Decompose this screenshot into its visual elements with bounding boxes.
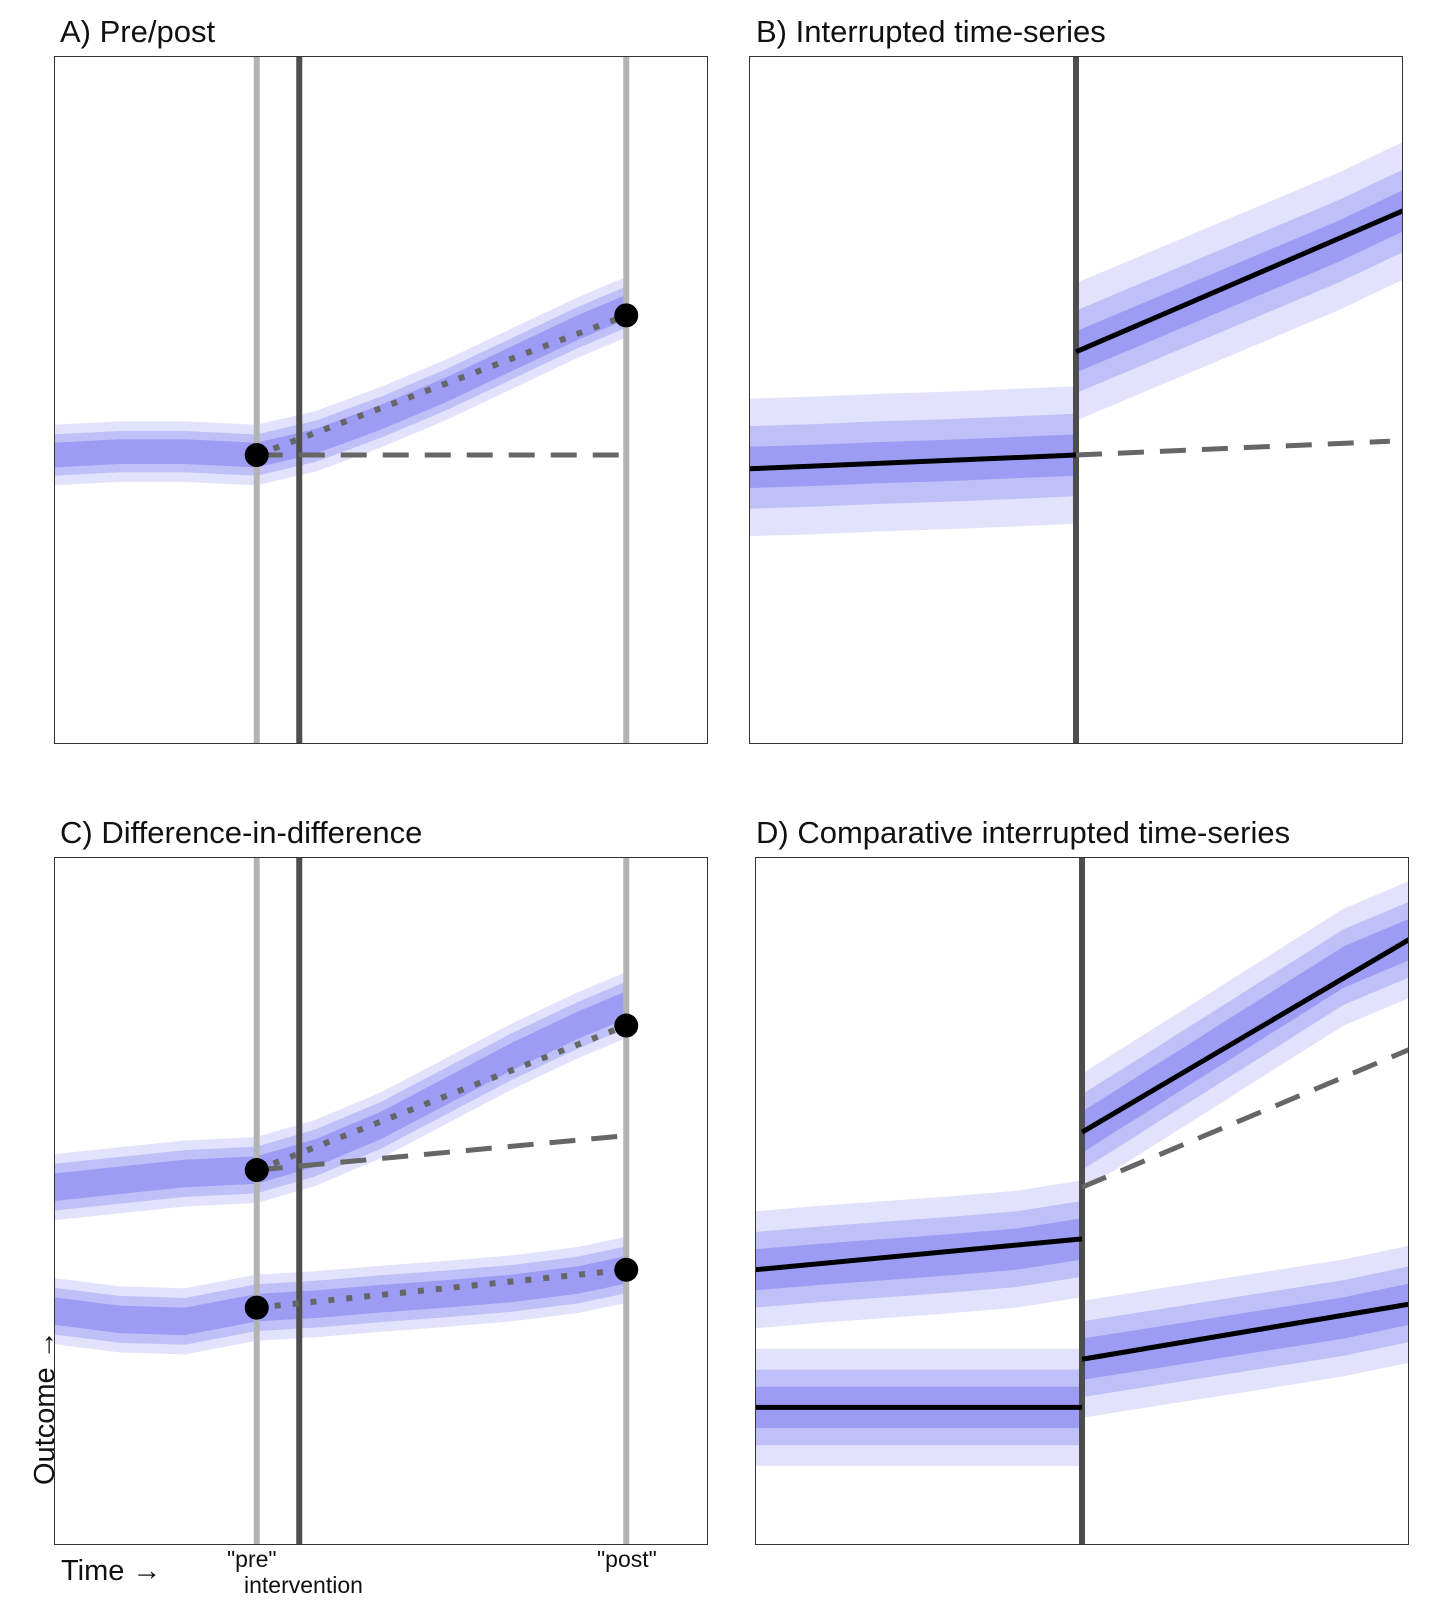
counterfactual-line-0	[1075, 438, 1391, 458]
data-point-0-0	[244, 443, 269, 468]
panel-b-plot	[749, 56, 1403, 744]
panel-frame	[749, 56, 1403, 744]
uncertainty-band-0-0	[54, 991, 627, 1201]
counterfactual-line-2	[1081, 1047, 1409, 1190]
panel-c-plot	[54, 857, 708, 1545]
uncertainty-band-0-1	[54, 981, 627, 1211]
panel-d-plot	[755, 857, 1409, 1545]
counterfactual-line-0	[256, 1133, 627, 1173]
intervention-tick-label: intervention	[244, 1572, 363, 1598]
y-axis-label: Outcome →	[29, 1330, 61, 1485]
panel-c-title: C) Difference-in-difference	[60, 815, 423, 850]
change-dotted-line-0	[255, 312, 628, 458]
panel-a-title: A) Pre/post	[60, 14, 216, 49]
panel-b-title: B) Interrupted time-series	[756, 14, 1106, 49]
data-point-0-1	[614, 1013, 639, 1038]
panel-a-plot	[54, 56, 708, 744]
fit-line-2	[1080, 937, 1409, 1135]
data-point-1-1	[614, 1257, 639, 1282]
fit-line-0	[749, 452, 1077, 472]
panel-d-title: D) Comparative interrupted time-series	[756, 815, 1291, 850]
panel-frame	[54, 857, 708, 1545]
uncertainty-band-0-0	[54, 294, 627, 468]
change-dotted-line-0	[255, 1022, 628, 1173]
pre-tick-label: "pre"	[227, 1546, 277, 1572]
x-axis-label: Time →	[61, 1555, 162, 1587]
fit-line-0	[755, 1236, 1083, 1273]
fit-line-3	[1081, 1301, 1409, 1362]
panel-frame	[54, 56, 708, 744]
data-point-0-1	[614, 303, 639, 328]
change-dotted-line-1	[256, 1266, 627, 1311]
uncertainty-band-1-0	[54, 1256, 627, 1336]
data-point-1-0	[244, 1295, 269, 1320]
fit-line-1	[1075, 208, 1403, 355]
post-tick-label: "post"	[597, 1546, 657, 1572]
data-point-0-0	[244, 1158, 269, 1183]
panel-frame	[755, 857, 1409, 1545]
